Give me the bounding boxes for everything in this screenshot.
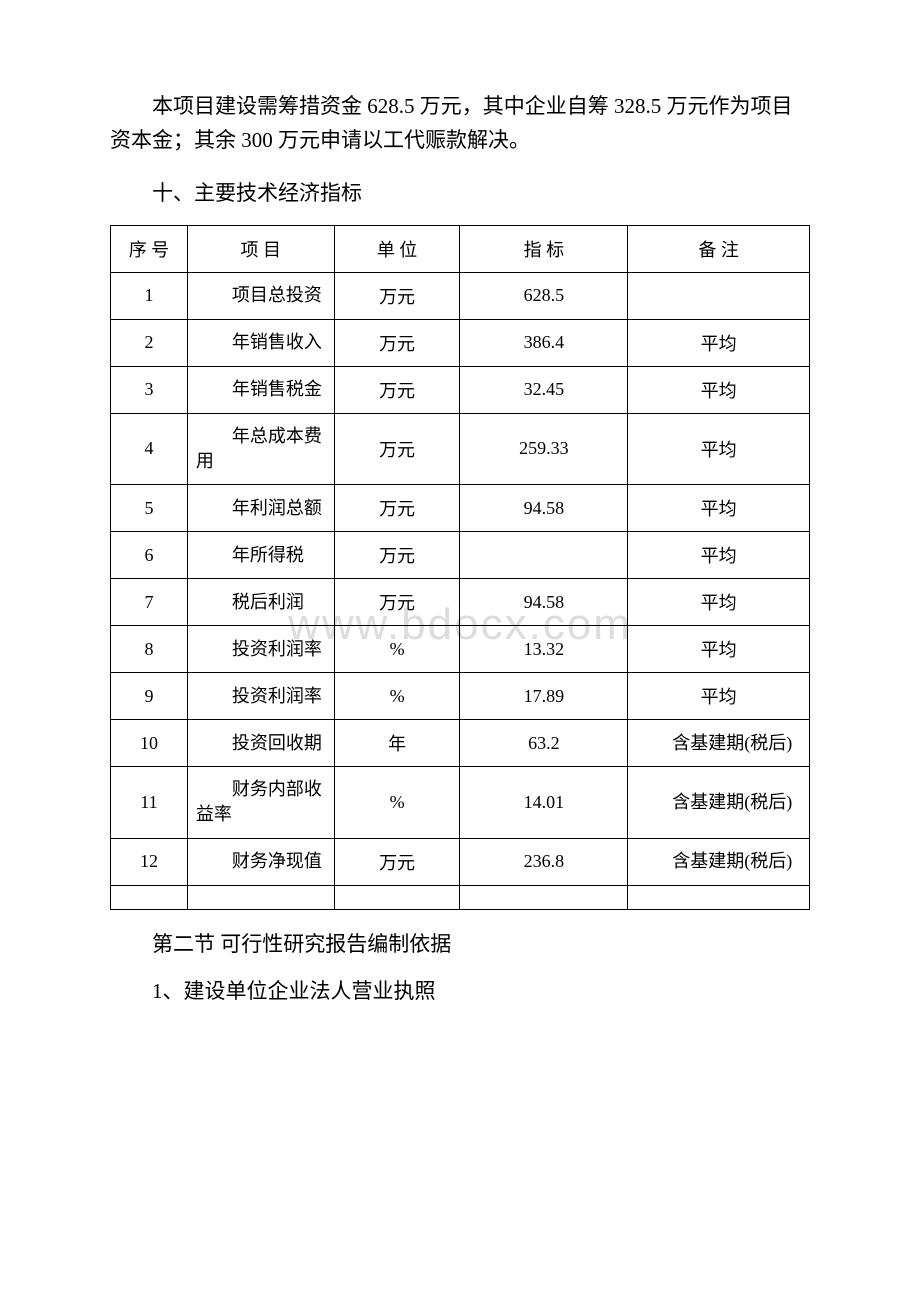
cell-value: 94.58 — [460, 485, 628, 532]
cell-item: 年销售税金 — [187, 366, 334, 413]
cell-item: 项目总投资 — [187, 272, 334, 319]
cell-seq: 6 — [111, 532, 188, 579]
cell-note: 含基建期(税后) — [628, 767, 810, 838]
cell-seq: 9 — [111, 673, 188, 720]
cell-value: 236.8 — [460, 838, 628, 885]
cell-seq: 10 — [111, 720, 188, 767]
cell-item: 税后利润 — [187, 579, 334, 626]
cell-unit: % — [334, 673, 460, 720]
cell-note: 平均 — [628, 366, 810, 413]
cell-note: 平均 — [628, 626, 810, 673]
table-row: 5 年利润总额 万元 94.58 平均 — [111, 485, 810, 532]
table-row: 4 年总成本费用 万元 259.33 平均 — [111, 413, 810, 484]
cell-item: 年所得税 — [187, 532, 334, 579]
cell-value: 628.5 — [460, 272, 628, 319]
cell-note: 平均 — [628, 532, 810, 579]
cell-value: 14.01 — [460, 767, 628, 838]
cell-item: 年销售收入 — [187, 319, 334, 366]
table-row: 3 年销售税金 万元 32.45 平均 — [111, 366, 810, 413]
cell-item: 投资利润率 — [187, 626, 334, 673]
cell-seq: 4 — [111, 413, 188, 484]
paragraph-funding: 本项目建设需筹措资金 628.5 万元，其中企业自筹 328.5 万元作为项目资… — [110, 90, 810, 157]
heading-section-2: 第二节 可行性研究报告编制依据 — [110, 928, 810, 962]
table-header-row: 序 号 项 目 单 位 指 标 备 注 — [111, 225, 810, 272]
indicators-table: 序 号 项 目 单 位 指 标 备 注 1 项目总投资 万元 628.5 2 年… — [110, 225, 810, 910]
col-header-note: 备 注 — [628, 225, 810, 272]
cell-seq: 2 — [111, 319, 188, 366]
table-row: 11 财务内部收益率 % 14.01 含基建期(税后) — [111, 767, 810, 838]
cell-note: 平均 — [628, 319, 810, 366]
heading-item-1: 1、建设单位企业法人营业执照 — [110, 975, 810, 1009]
cell-seq: 11 — [111, 767, 188, 838]
cell-seq: 5 — [111, 485, 188, 532]
cell-item: 投资利润率 — [187, 673, 334, 720]
col-header-seq: 序 号 — [111, 225, 188, 272]
cell-note: 含基建期(税后) — [628, 720, 810, 767]
table-row: 8 投资利润率 % 13.32 平均 — [111, 626, 810, 673]
cell-item: 财务净现值 — [187, 838, 334, 885]
table-row: 2 年销售收入 万元 386.4 平均 — [111, 319, 810, 366]
cell-value — [460, 532, 628, 579]
cell-unit: % — [334, 767, 460, 838]
cell-value: 13.32 — [460, 626, 628, 673]
cell-unit: 万元 — [334, 838, 460, 885]
empty-cell — [460, 885, 628, 909]
cell-value: 259.33 — [460, 413, 628, 484]
cell-item: 年总成本费用 — [187, 413, 334, 484]
cell-seq: 1 — [111, 272, 188, 319]
cell-value: 17.89 — [460, 673, 628, 720]
cell-value: 386.4 — [460, 319, 628, 366]
cell-seq: 3 — [111, 366, 188, 413]
empty-cell — [334, 885, 460, 909]
table-body: 1 项目总投资 万元 628.5 2 年销售收入 万元 386.4 平均 3 年… — [111, 272, 810, 909]
cell-unit: 万元 — [334, 272, 460, 319]
table-row: 9 投资利润率 % 17.89 平均 — [111, 673, 810, 720]
cell-note: 平均 — [628, 673, 810, 720]
cell-unit: 万元 — [334, 366, 460, 413]
cell-seq: 8 — [111, 626, 188, 673]
cell-note: 平均 — [628, 413, 810, 484]
table-empty-row — [111, 885, 810, 909]
cell-value: 32.45 — [460, 366, 628, 413]
cell-note: 平均 — [628, 579, 810, 626]
cell-item: 年利润总额 — [187, 485, 334, 532]
cell-unit: 万元 — [334, 485, 460, 532]
col-header-item: 项 目 — [187, 225, 334, 272]
col-header-value: 指 标 — [460, 225, 628, 272]
cell-value: 94.58 — [460, 579, 628, 626]
table-row: 10 投资回收期 年 63.2 含基建期(税后) — [111, 720, 810, 767]
cell-value: 63.2 — [460, 720, 628, 767]
cell-note — [628, 272, 810, 319]
empty-cell — [187, 885, 334, 909]
cell-seq: 12 — [111, 838, 188, 885]
empty-cell — [111, 885, 188, 909]
cell-unit: 年 — [334, 720, 460, 767]
table-row: 1 项目总投资 万元 628.5 — [111, 272, 810, 319]
table-row: 7 税后利润 万元 94.58 平均 — [111, 579, 810, 626]
table-row: 6 年所得税 万元 平均 — [111, 532, 810, 579]
cell-item: 财务内部收益率 — [187, 767, 334, 838]
cell-item: 投资回收期 — [187, 720, 334, 767]
cell-unit: 万元 — [334, 319, 460, 366]
heading-indicators: 十、主要技术经济指标 — [110, 177, 810, 211]
cell-unit: 万元 — [334, 413, 460, 484]
cell-unit: 万元 — [334, 579, 460, 626]
page-content: 本项目建设需筹措资金 628.5 万元，其中企业自筹 328.5 万元作为项目资… — [110, 90, 810, 1009]
empty-cell — [628, 885, 810, 909]
cell-unit: % — [334, 626, 460, 673]
table-row: 12 财务净现值 万元 236.8 含基建期(税后) — [111, 838, 810, 885]
cell-seq: 7 — [111, 579, 188, 626]
cell-unit: 万元 — [334, 532, 460, 579]
col-header-unit: 单 位 — [334, 225, 460, 272]
cell-note: 平均 — [628, 485, 810, 532]
cell-note: 含基建期(税后) — [628, 838, 810, 885]
